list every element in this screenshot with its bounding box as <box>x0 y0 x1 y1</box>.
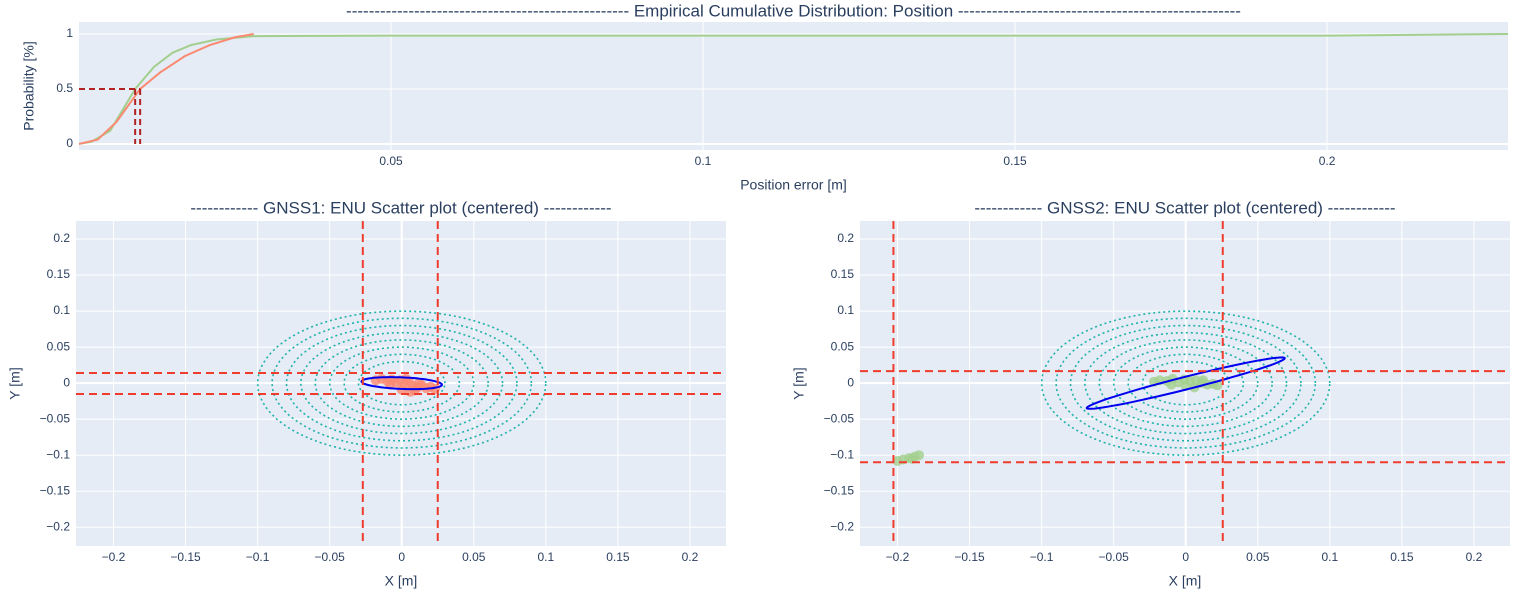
scatter-point <box>1198 375 1209 386</box>
x-tick-label: 0.2 <box>682 550 699 564</box>
sigma-circle <box>314 339 490 428</box>
scatter-point <box>401 373 412 384</box>
x-tick-label: −0.1 <box>246 550 270 564</box>
error-ellipse <box>360 376 443 391</box>
y-tick-label: 0 <box>63 375 70 389</box>
y-tick-label: 0.2 <box>837 231 854 245</box>
scatter-point <box>414 378 425 389</box>
y-axis-label: Probability [%] <box>21 41 37 130</box>
y-tick-label: −0.05 <box>40 411 71 425</box>
y-tick-label: −0.05 <box>824 411 855 425</box>
x-tick-label: 0.15 <box>1390 550 1414 564</box>
ecdf-line <box>78 33 254 145</box>
scatter-point <box>409 385 420 396</box>
error-ellipse <box>1085 356 1286 410</box>
x-tick-label: 0.2 <box>1466 550 1483 564</box>
y-tick-label: −0.2 <box>46 519 70 533</box>
x-tick-label: 0.05 <box>1246 550 1270 564</box>
x-axis-label: X [m] <box>1169 573 1202 589</box>
y-tick-label: −0.15 <box>40 483 71 497</box>
y-tick-label: 0 <box>66 136 73 150</box>
x-tick-label: 0.05 <box>462 550 486 564</box>
x-axis-label: X [m] <box>385 573 418 589</box>
x-tick-label: 0 <box>398 550 405 564</box>
sigma-circle <box>343 353 461 413</box>
sigma-circle <box>285 324 518 442</box>
sigma-circle <box>1083 331 1288 435</box>
y-tick-label: −0.15 <box>824 483 855 497</box>
sigma-circle <box>256 310 547 457</box>
y-tick-label: 0 <box>847 375 854 389</box>
y-tick-label: 0.15 <box>47 267 71 281</box>
y-axis-label: Y [m] <box>7 367 23 399</box>
sigma-circle <box>1069 324 1302 442</box>
y-tick-label: 0.05 <box>47 339 71 353</box>
y-tick-label: −0.1 <box>46 447 70 461</box>
x-tick-label: 0.15 <box>606 550 630 564</box>
y-tick-label: 0.15 <box>831 267 855 281</box>
x-tick-label: −0.05 <box>314 550 345 564</box>
chart-title: ------------ GNSS2: ENU Scatter plot (ce… <box>974 198 1395 217</box>
sigma-circle <box>1127 353 1245 413</box>
y-tick-label: −0.1 <box>830 447 854 461</box>
y-tick-label: 0.1 <box>837 303 854 317</box>
sigma-circle <box>299 331 504 435</box>
x-tick-label: −0.1 <box>1030 550 1054 564</box>
sigma-circle <box>1055 317 1317 449</box>
x-tick-label: −0.15 <box>170 550 201 564</box>
chart-title: ----------------------------------------… <box>346 1 1241 20</box>
y-tick-label: 0.2 <box>53 231 70 245</box>
scatter-point <box>1166 379 1177 390</box>
x-tick-label: 0.05 <box>379 154 403 168</box>
x-tick-label: −0.15 <box>954 550 985 564</box>
y-tick-label: −0.2 <box>830 519 854 533</box>
x-tick-label: −0.05 <box>1098 550 1129 564</box>
sigma-circle <box>1040 310 1331 457</box>
x-tick-label: −0.2 <box>886 550 910 564</box>
sigma-circle <box>1141 360 1230 406</box>
x-tick-label: 0.1 <box>538 550 555 564</box>
x-tick-label: 0.15 <box>1003 154 1027 168</box>
scatter-point <box>892 455 903 466</box>
y-tick-label: 0.5 <box>56 81 73 95</box>
sigma-circle <box>1098 339 1274 428</box>
y-tick-label: 0.1 <box>53 303 70 317</box>
y-tick-label: 1 <box>66 26 73 40</box>
x-tick-label: 0.2 <box>1319 154 1336 168</box>
y-axis-label: Y [m] <box>791 367 807 399</box>
plot-area <box>79 22 1508 150</box>
y-tick-label: 0.05 <box>831 339 855 353</box>
x-tick-label: 0.1 <box>1322 550 1339 564</box>
x-tick-label: 0.1 <box>695 154 712 168</box>
x-tick-label: −0.2 <box>102 550 126 564</box>
chart-title: ------------ GNSS1: ENU Scatter plot (ce… <box>190 198 611 217</box>
sigma-circle <box>271 317 533 449</box>
x-axis-label: Position error [m] <box>740 177 847 193</box>
sigma-circle <box>357 360 446 406</box>
x-tick-label: 0 <box>1182 550 1189 564</box>
